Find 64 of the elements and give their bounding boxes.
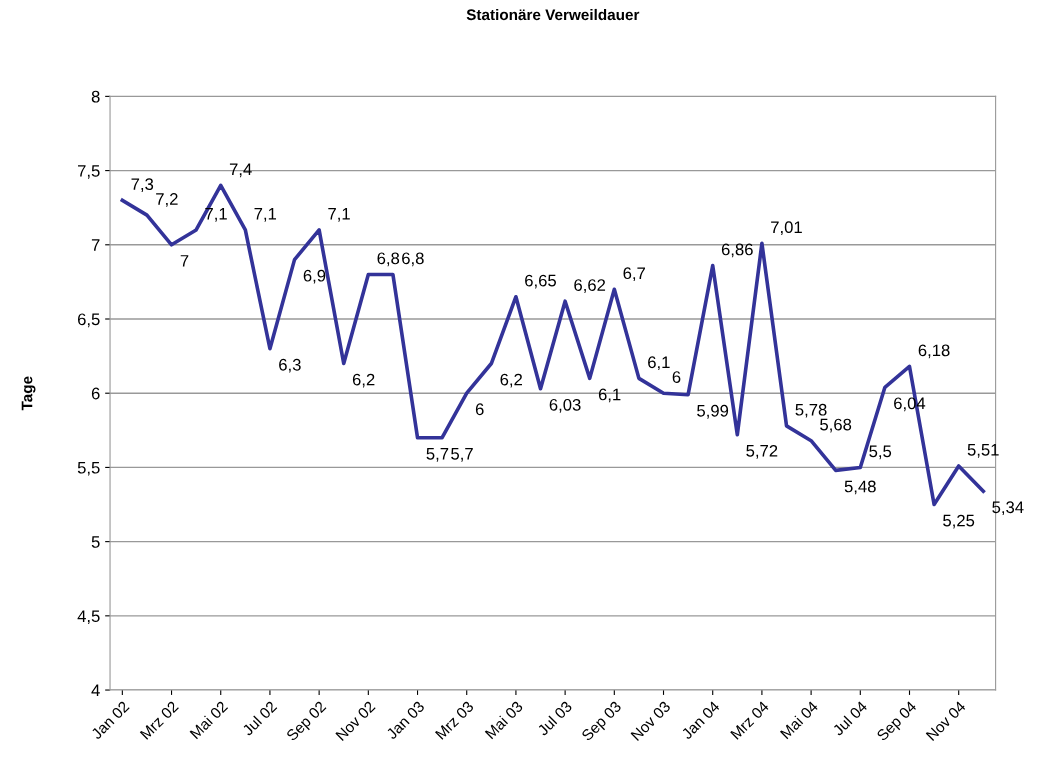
x-tick-label: Nov 03	[630, 700, 671, 742]
y-tick-label: 7,5	[78, 165, 100, 179]
data-label: 7,4	[229, 163, 252, 178]
data-label: 5,25	[943, 514, 975, 529]
data-label: 5,78	[795, 403, 827, 418]
x-tick-label: Mrz 04	[730, 700, 770, 740]
x-tick-label: Mrz 02	[139, 700, 179, 740]
chart-title: Stationäre Verweildauer	[466, 8, 640, 21]
data-label: 6,86	[721, 243, 753, 258]
y-tick-label: 6	[91, 387, 100, 400]
y-tick-label: 5	[91, 536, 100, 548]
x-tick-label: Nov 04	[925, 700, 967, 742]
data-label: 5,5	[869, 445, 892, 460]
data-label: 6,2	[352, 373, 375, 388]
x-tick-label: Jan 03	[385, 700, 425, 740]
x-tick-label: Mai 02	[189, 700, 229, 740]
x-tick-label: Mai 03	[484, 700, 524, 740]
data-label: 6,8	[402, 252, 424, 267]
data-label: 7,2	[156, 193, 178, 207]
data-label: 6,1	[598, 388, 621, 403]
data-label: 7	[180, 255, 189, 267]
data-label: 5,51	[967, 444, 999, 458]
data-label: 7,1	[254, 208, 277, 222]
y-tick-label: 4	[91, 684, 100, 697]
y-tick-label: 4,5	[77, 610, 100, 625]
data-label: 6,7	[623, 267, 645, 282]
data-label: 6,03	[549, 398, 581, 413]
data-label: 6	[475, 403, 484, 416]
x-tick-label: Mrz 03	[434, 700, 475, 740]
data-label: 6	[672, 371, 681, 383]
data-label: 6,1	[648, 356, 670, 371]
data-label: 6,18	[918, 344, 950, 359]
data-label: 7,3	[131, 178, 154, 192]
data-label: 5,48	[844, 480, 876, 495]
data-label: 5,7	[451, 448, 473, 462]
data-label: 6,65	[525, 274, 556, 289]
data-label: 5,68	[820, 418, 852, 433]
x-tick-label: Sep 04	[876, 700, 920, 744]
x-tick-label: Jan 02	[90, 700, 130, 740]
data-label: 6,3	[279, 358, 301, 373]
data-label: 7,01	[771, 221, 802, 236]
data-label: 5,7	[426, 448, 449, 462]
x-tick-label: Jul 04	[831, 700, 868, 737]
data-label: 6,8	[377, 252, 400, 267]
y-axis-title: Tage	[21, 376, 36, 411]
y-tick-label: 6,5	[78, 313, 100, 328]
data-label: 5,99	[697, 404, 729, 419]
data-label: 7,1	[205, 208, 227, 222]
data-label: 6,9	[303, 269, 326, 284]
y-tick-label: 8	[91, 90, 100, 103]
data-label: 6,2	[500, 373, 522, 388]
data-label: 5,72	[746, 444, 778, 459]
y-tick-label: 7	[91, 239, 100, 251]
data-label: 7,1	[328, 208, 350, 222]
x-tick-label: Jul 03	[536, 700, 573, 737]
data-label: 5,34	[992, 501, 1024, 516]
data-label: 6,62	[574, 279, 606, 293]
x-tick-label: Sep 02	[285, 700, 329, 744]
x-tick-label: Mai 04	[779, 700, 819, 740]
y-tick-label: 5,5	[77, 461, 100, 476]
x-tick-label: Jul 02	[241, 700, 278, 737]
x-tick-label: Jan 04	[680, 700, 721, 740]
x-tick-label: Nov 02	[335, 700, 376, 742]
x-tick-label: Sep 03	[580, 700, 624, 744]
